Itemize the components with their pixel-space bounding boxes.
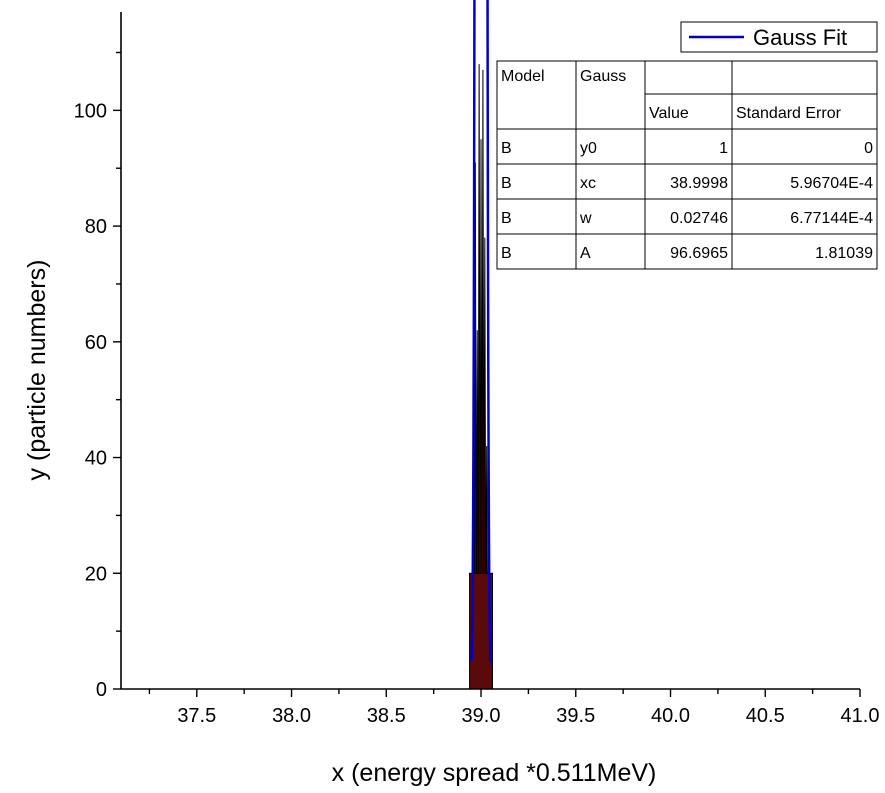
table-cell: 5.96704E-4 [790, 175, 873, 192]
table-cell: 38.9998 [670, 175, 728, 192]
y-axis-title: y (particle numbers) [23, 260, 51, 481]
y-tick-label: 100 [74, 100, 107, 122]
x-tick-label: 37.5 [177, 705, 216, 727]
table-border [496, 60, 878, 270]
table-cell: B [501, 245, 512, 262]
x-axis-title: x (energy spread *0.511MeV) [332, 759, 657, 787]
x-tick-label: 39.5 [556, 705, 595, 727]
table-cell: 1 [719, 140, 728, 157]
table-header-cell: Model [501, 68, 545, 85]
x-tick-label: 39.0 [462, 705, 501, 727]
x-tick-label: 41.0 [841, 705, 880, 727]
table-cell: 0.02746 [670, 210, 728, 227]
table-cell: B [501, 210, 512, 227]
plot-area [469, 0, 493, 690]
table-cell: 1.81039 [815, 245, 873, 262]
y-tick-label: 20 [85, 563, 107, 585]
table-cell: B [501, 175, 512, 192]
table-cell: y0 [580, 140, 597, 157]
table-cell: 0 [864, 140, 873, 157]
table-cell: 6.77144E-4 [790, 210, 873, 227]
table-cell: A [580, 245, 591, 262]
table-subheader-cell: Value [649, 105, 689, 122]
table-cell: B [501, 140, 512, 157]
legend: Gauss Fit [680, 21, 878, 53]
y-tick-label: 60 [85, 332, 107, 354]
y-tick-label: 80 [85, 216, 107, 238]
table-cell: w [579, 210, 592, 227]
fit-parameters-table: Model Gauss Value Standard Error B y0 1 0 B xc 38.… [496, 60, 878, 270]
x-tick-label: 40.5 [746, 705, 785, 727]
x-tick-label: 38.0 [272, 705, 311, 727]
y-tick-label: 40 [85, 448, 107, 470]
x-tick-label: 40.0 [651, 705, 690, 727]
table-cell: xc [580, 175, 596, 192]
legend-label-gauss-fit: Gauss Fit [753, 25, 847, 50]
axes: 37.5 38.0 38.5 39.0 39.5 40.0 40.5 41.0 0 20 40 60 8… [74, 12, 880, 727]
x-tick-label: 38.5 [367, 705, 406, 727]
table-cell: 96.6965 [670, 245, 728, 262]
table-subheader-cell: Standard Error [736, 105, 842, 122]
table-header-cell: Gauss [580, 68, 626, 85]
y-tick-label: 0 [96, 679, 107, 701]
